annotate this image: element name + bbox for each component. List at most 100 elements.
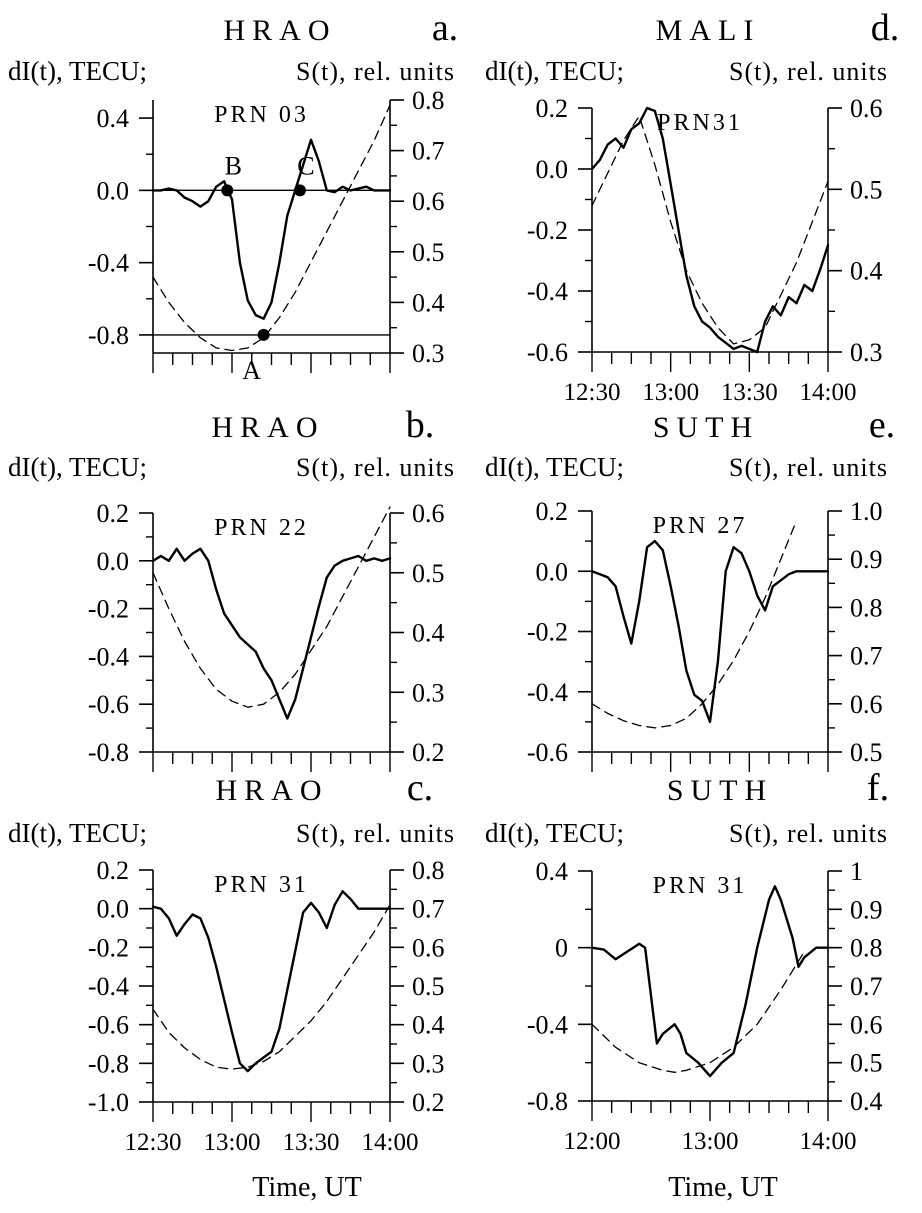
panel-e-model-dashed-line	[591, 519, 798, 729]
panel-b-left-tick-label: 0.2	[97, 499, 130, 528]
panel-b-left-tick-label: -0.6	[88, 690, 129, 719]
panel-e-left-tick-label: -0.2	[527, 618, 568, 647]
panel-e-right-tick-label: 1.0	[850, 497, 883, 526]
panel-a-right-axis-label: S(t), rel. units	[296, 57, 455, 86]
panel-a-marker-point	[257, 328, 270, 341]
panel-b-left-tick-label: -0.4	[88, 642, 129, 671]
panel-a-right-tick-label: 0.3	[412, 339, 445, 368]
panel-a-right-tick-label: 0.8	[412, 86, 445, 115]
panel-f-x-tick-label: 12:00	[564, 1128, 621, 1155]
panel-c-right-tick-label: 0.8	[412, 856, 445, 885]
panel-f-panel-letter: f.	[867, 767, 889, 809]
panel-b-right-tick-label: 0.6	[412, 499, 445, 528]
panel-f-model-dashed-line	[591, 950, 806, 1073]
panel-b-prn-label: PRN 22	[214, 515, 309, 541]
panel-d-prn-label: PRN31	[657, 110, 743, 136]
panel-b-panel-letter: b.	[406, 404, 435, 446]
panel-c-right-axis-label: S(t), rel. units	[296, 819, 455, 848]
panel-a-panel-letter: a.	[432, 7, 458, 49]
panel-e-left-tick-label: -0.6	[527, 738, 568, 767]
panel-c-x-tick-label: 14:00	[362, 1129, 419, 1156]
panel-e-left-axis-label: dI(t), TECU;	[485, 452, 624, 482]
panel-f-right-tick-label: 0.5	[850, 1049, 883, 1078]
panel-c-model-dashed-line	[152, 904, 391, 1070]
panel-c-panel-letter: c.	[407, 767, 433, 809]
panel-e-right-tick-label: 0.9	[850, 545, 883, 574]
panel-e-panel-letter: e.	[869, 404, 895, 446]
panel-c-x-tick-label: 12:30	[125, 1129, 182, 1156]
panel-f-right-tick-label: 0.8	[850, 934, 883, 963]
panel-b-left-axis-label: dI(t), TECU;	[8, 452, 147, 482]
panel-e-right-tick-label: 0.7	[850, 642, 883, 671]
panel-e-left-tick-label: 0.2	[536, 497, 569, 526]
panel-a-left-tick-label: -0.4	[88, 249, 129, 278]
panel-e-data-solid-line	[590, 539, 830, 724]
panel-e-left-tick-label: -0.4	[527, 678, 568, 707]
panel-d-left-tick-label: -0.4	[527, 277, 568, 306]
panel-c-prn-label: PRN 31	[214, 872, 309, 898]
panel-b-data-solid-line	[151, 547, 392, 720]
panel-c-right-tick-label: 0.7	[412, 895, 445, 924]
x-axis-title-right: Time, UT	[668, 1172, 777, 1203]
panel-d-model-dashed-line	[591, 115, 829, 345]
panel-c-data-solid-line	[151, 890, 392, 1073]
panel-b-right-tick-label: 0.2	[412, 738, 445, 767]
panel-f-left-tick-label: 0	[555, 934, 568, 963]
panel-d-left-tick-label: -0.2	[527, 216, 568, 245]
panel-a-marker-point	[293, 184, 306, 197]
panel-f-right-tick-label: 0.7	[850, 972, 883, 1001]
panel-c-left-tick-label: 0.2	[97, 856, 130, 885]
panel-b-left-tick-label: 0.0	[97, 547, 130, 576]
panel-c-x-tick-label: 13:30	[283, 1129, 340, 1156]
panel-f-right-tick-label: 0.4	[850, 1087, 883, 1116]
panel-a-model-dashed-line	[152, 104, 391, 352]
x-axis-title-left: Time, UT	[252, 1172, 361, 1203]
panel-e-right-tick-label: 0.6	[850, 690, 883, 719]
panel-b-right-axis-label: S(t), rel. units	[296, 453, 455, 482]
panel-c-left-tick-label: -0.8	[88, 1049, 129, 1078]
panel-d-left-tick-label: 0.2	[536, 94, 569, 123]
panel-b-model-dashed-line	[152, 506, 391, 708]
panel-c-right-tick-label: 0.3	[412, 1049, 445, 1078]
panel-e-right-axis-label: S(t), rel. units	[729, 453, 888, 482]
panel-e-left-tick-label: 0.0	[536, 557, 569, 586]
panel-a-left-axis-label: dI(t), TECU;	[8, 56, 147, 86]
panel-b-right-tick-label: 0.5	[412, 559, 445, 588]
panel-c-left-axis-label: dI(t), TECU;	[8, 818, 147, 848]
panel-e-right-tick-label: 0.5	[850, 738, 883, 767]
panel-a-station-name: HRAO	[223, 14, 336, 47]
panel-e-station-name: SUTH	[653, 411, 759, 444]
panel-c-station-name: HRAO	[215, 774, 328, 807]
panel-c-left-tick-label: -0.2	[88, 933, 129, 962]
panel-a-data-solid-line	[151, 138, 392, 320]
panel-d-right-tick-label: 0.6	[850, 94, 883, 123]
panel-a-left-tick-label: 0.4	[97, 104, 130, 133]
panel-d-station-name: MALI	[656, 14, 761, 47]
panel-c-left-tick-label: -1.0	[88, 1088, 129, 1117]
panel-d-left-tick-label: -0.6	[527, 338, 568, 367]
panel-f-station-name: SUTH	[667, 774, 773, 807]
panel-c-right-tick-label: 0.4	[412, 1011, 445, 1040]
panel-a-right-tick-label: 0.6	[412, 187, 445, 216]
panel-f-left-tick-label: -0.4	[527, 1010, 568, 1039]
panel-e-right-tick-label: 0.8	[850, 593, 883, 622]
panel-d-right-axis-label: S(t), rel. units	[729, 57, 888, 86]
panel-c-left-tick-label: -0.4	[88, 972, 129, 1001]
panel-a-right-tick-label: 0.7	[412, 137, 445, 166]
panel-a-left-tick-label: 0.0	[97, 176, 130, 205]
panel-f-right-tick-label: 0.9	[850, 895, 883, 924]
panel-c-left-tick-label: 0.0	[97, 895, 130, 924]
panel-a-right-tick-label: 0.4	[412, 288, 445, 317]
panel-a-prn-label: PRN 03	[214, 102, 309, 128]
panel-d-x-tick-label: 13:30	[721, 379, 778, 406]
panel-e-prn-label: PRN 27	[653, 513, 748, 539]
panel-c-right-tick-label: 0.5	[412, 972, 445, 1001]
panel-f-left-axis-label: dI(t), TECU;	[485, 818, 624, 848]
panel-f-prn-label: PRN 31	[653, 873, 748, 899]
panel-c-right-tick-label: 0.2	[412, 1088, 445, 1117]
panel-d-right-tick-label: 0.5	[850, 175, 883, 204]
panel-b-right-tick-label: 0.4	[412, 619, 445, 648]
panel-a-right-tick-label: 0.5	[412, 238, 445, 267]
panel-b-right-tick-label: 0.3	[412, 678, 445, 707]
